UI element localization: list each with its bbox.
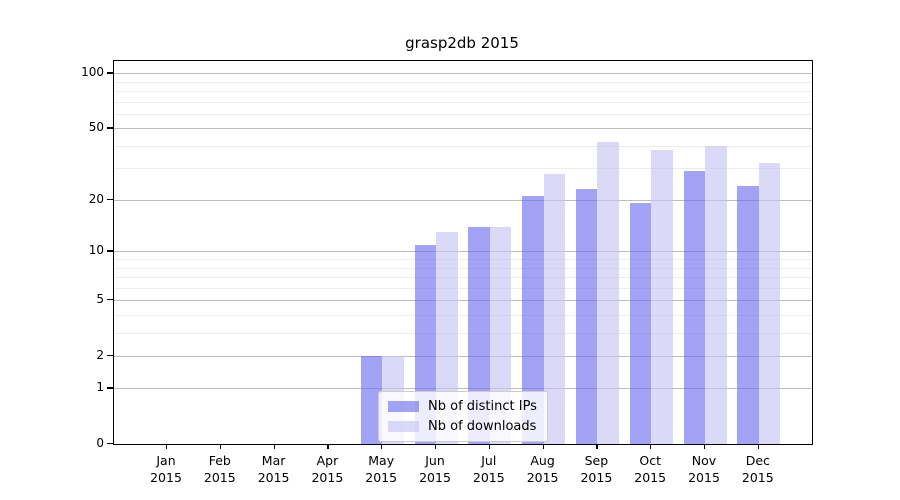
legend-item-downloads: Nb of downloads bbox=[388, 419, 537, 434]
x-tick-label-jul: Jul 2015 bbox=[472, 453, 505, 485]
x-tick-label-aug: Aug 2015 bbox=[526, 453, 559, 485]
y-tick-mark-10 bbox=[107, 250, 113, 252]
bar-sep-downloads bbox=[597, 142, 619, 444]
x-tick-mark-jan bbox=[166, 445, 168, 449]
y-tick-mark-0 bbox=[107, 443, 113, 445]
minor-gridline-40 bbox=[114, 145, 812, 147]
x-tick-label-may: May 2015 bbox=[365, 453, 398, 485]
bar-nov-downloads bbox=[705, 145, 727, 444]
chart-title: grasp2db 2015 bbox=[405, 34, 519, 52]
minor-gridline-6 bbox=[114, 287, 812, 289]
y-tick-label-0: 0 bbox=[96, 436, 104, 450]
minor-gridline-60 bbox=[114, 113, 812, 115]
x-tick-mark-mar bbox=[273, 445, 275, 449]
x-tick-mark-oct bbox=[650, 445, 652, 449]
x-tick-label-dec: Dec 2015 bbox=[741, 453, 774, 485]
x-tick-mark-may bbox=[381, 445, 383, 449]
y-tick-label-50: 50 bbox=[88, 120, 104, 135]
x-tick-label-oct: Oct 2015 bbox=[634, 453, 667, 485]
major-gridline-10 bbox=[114, 251, 812, 253]
x-tick-mark-jul bbox=[488, 445, 490, 449]
x-tick-label-feb: Feb 2015 bbox=[203, 453, 236, 485]
minor-gridline-90 bbox=[114, 81, 812, 83]
minor-gridline-4 bbox=[114, 314, 812, 316]
y-tick-label-2: 2 bbox=[96, 347, 104, 362]
x-tick-mark-jun bbox=[435, 445, 437, 449]
x-tick-mark-nov bbox=[704, 445, 706, 449]
y-tick-mark-1 bbox=[107, 387, 113, 389]
legend-swatch-downloads bbox=[388, 421, 419, 432]
major-gridline-20 bbox=[114, 199, 812, 201]
major-gridline-100 bbox=[114, 73, 812, 75]
legend-label-distinct-ips: Nb of distinct IPs bbox=[428, 399, 537, 414]
y-tick-mark-5 bbox=[107, 299, 113, 301]
bar-jul-downloads bbox=[489, 226, 512, 444]
bar-dec-downloads bbox=[758, 163, 781, 444]
x-tick-mark-feb bbox=[219, 445, 221, 449]
y-tick-label-20: 20 bbox=[88, 191, 104, 206]
legend-label-downloads: Nb of downloads bbox=[428, 419, 537, 434]
x-tick-label-sep: Sep 2015 bbox=[580, 453, 613, 485]
major-gridline-1 bbox=[114, 388, 812, 390]
y-tick-mark-2 bbox=[107, 354, 113, 356]
bar-nov-distinct-ips bbox=[683, 170, 705, 444]
x-tick-mark-aug bbox=[542, 445, 544, 449]
bar-aug-distinct-ips bbox=[522, 195, 544, 444]
plot-area: Nb of distinct IPs Nb of downloads bbox=[113, 60, 813, 445]
minor-gridline-70 bbox=[114, 101, 812, 103]
x-tick-mark-apr bbox=[327, 445, 329, 449]
y-tick-mark-50 bbox=[107, 127, 113, 129]
minor-gridline-8 bbox=[114, 267, 812, 269]
bar-oct-downloads bbox=[651, 149, 673, 444]
bar-jul-distinct-ips bbox=[468, 226, 490, 444]
legend-swatch-distinct-ips bbox=[388, 401, 419, 412]
major-gridline-2 bbox=[114, 355, 812, 357]
bar-aug-downloads bbox=[543, 173, 566, 444]
y-tick-mark-20 bbox=[107, 198, 113, 200]
bar-oct-distinct-ips bbox=[629, 203, 652, 444]
y-tick-label-100: 100 bbox=[81, 65, 104, 80]
y-tick-label-1: 1 bbox=[96, 380, 104, 395]
y-tick-label-10: 10 bbox=[88, 243, 104, 258]
x-tick-label-nov: Nov 2015 bbox=[688, 453, 720, 485]
bar-may-distinct-ips bbox=[360, 355, 383, 444]
x-tick-mark-sep bbox=[596, 445, 598, 449]
major-gridline-5 bbox=[114, 300, 812, 302]
minor-gridline-80 bbox=[114, 91, 812, 93]
x-tick-label-jun: Jun 2015 bbox=[419, 453, 451, 485]
bar-sep-distinct-ips bbox=[575, 188, 598, 444]
minor-gridline-3 bbox=[114, 332, 812, 334]
minor-gridline-9 bbox=[114, 259, 812, 261]
x-tick-mark-dec bbox=[757, 445, 759, 449]
major-gridline-50 bbox=[114, 128, 812, 130]
y-tick-mark-100 bbox=[107, 72, 113, 74]
x-tick-label-mar: Mar 2015 bbox=[257, 453, 290, 485]
x-tick-label-jan: Jan 2015 bbox=[150, 453, 182, 485]
minor-gridline-30 bbox=[114, 168, 812, 170]
legend-item-distinct-ips: Nb of distinct IPs bbox=[388, 399, 537, 414]
x-tick-label-apr: Apr 2015 bbox=[311, 453, 344, 485]
bar-dec-distinct-ips bbox=[737, 185, 759, 444]
legend: Nb of distinct IPs Nb of downloads bbox=[378, 391, 548, 442]
y-tick-label-5: 5 bbox=[96, 292, 104, 307]
minor-gridline-7 bbox=[114, 277, 812, 279]
